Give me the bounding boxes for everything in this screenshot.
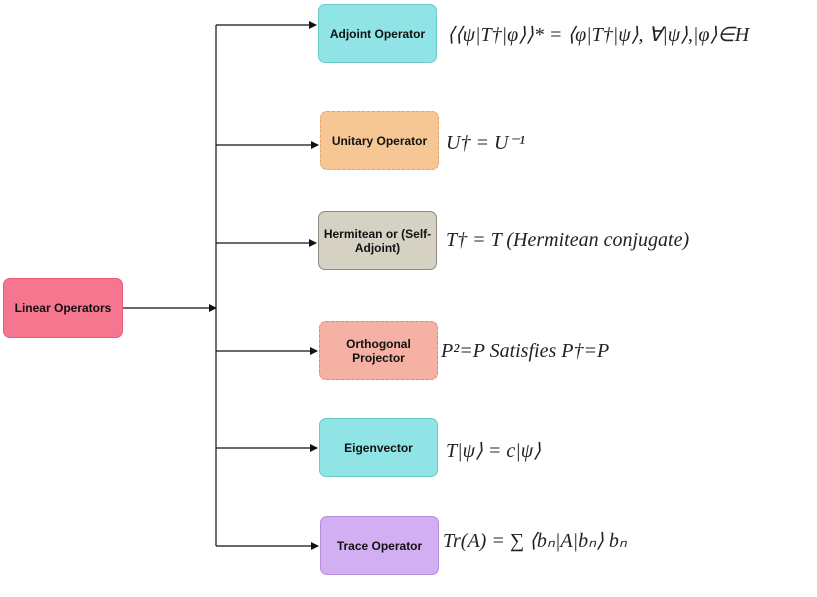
node-hermitean-operator: Hermitean or (Self-Adjoint) (318, 211, 437, 270)
formula-projector: P²=P Satisfies P†=P (441, 340, 610, 362)
node-label: Unitary Operator (331, 133, 428, 148)
formula-eigenvector: T|ψ⟩ = c|ψ⟩ (446, 440, 541, 462)
node-trace-operator: Trace Operator (320, 516, 439, 575)
formula-trace: Tr(A) = ∑ ⟨bₙ|A|bₙ⟩ bₙ (443, 530, 627, 552)
node-adjoint-operator: Adjoint Operator (318, 4, 437, 63)
formula-adjoint: ⟨⟨ψ|T†|φ⟩⟩* = ⟨φ|T†|ψ⟩, ∀|ψ⟩,|φ⟩∈H (447, 24, 750, 46)
node-label: Adjoint Operator (329, 26, 426, 41)
node-label: Hermitean or (Self-Adjoint) (323, 226, 432, 255)
node-label: Trace Operator (336, 538, 423, 553)
node-unitary-operator: Unitary Operator (320, 111, 439, 170)
root-node: Linear Operators (3, 278, 123, 338)
node-orthogonal-projector: Orthogonal Projector (319, 321, 438, 380)
root-node-label: Linear Operators (14, 301, 112, 315)
formula-unitary: U† = U⁻¹ (446, 132, 525, 154)
node-eigenvector: Eigenvector (319, 418, 438, 477)
formula-hermitean: T† = T (Hermitean conjugate) (446, 229, 690, 251)
node-label: Orthogonal Projector (346, 336, 411, 365)
node-label: Eigenvector (344, 440, 413, 455)
